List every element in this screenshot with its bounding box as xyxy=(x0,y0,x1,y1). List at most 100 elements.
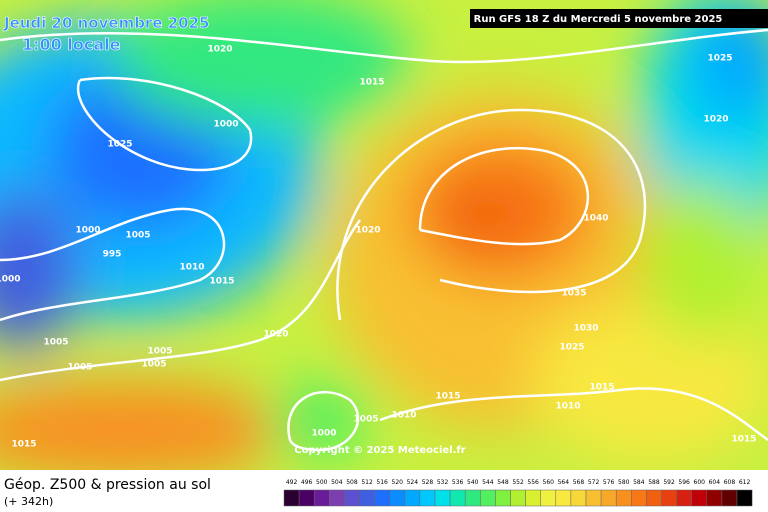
legend-label: 504 xyxy=(331,479,343,486)
isobar-label: 1030 xyxy=(573,324,598,334)
legend-swatch xyxy=(329,489,345,507)
legend-swatch xyxy=(495,489,511,507)
isobar xyxy=(0,207,226,322)
isobar xyxy=(379,387,768,442)
legend-swatch xyxy=(676,489,692,507)
legend-label: 528 xyxy=(422,479,434,486)
legend-swatch xyxy=(615,489,632,507)
legend-swatch xyxy=(404,489,421,507)
isobar-label: 1015 xyxy=(11,440,36,450)
legend-label: 512 xyxy=(361,479,373,486)
legend-label: 584 xyxy=(633,479,645,486)
legend-swatch xyxy=(555,489,572,507)
legend-label: 508 xyxy=(346,479,358,486)
isobar-labels: 1020101510001025102510201000100599510001… xyxy=(0,45,757,450)
legend-label: 552 xyxy=(512,479,524,486)
field-blobs xyxy=(0,0,768,480)
legend-swatch xyxy=(480,489,496,507)
legend-swatch xyxy=(525,489,541,507)
legend-label: 576 xyxy=(603,479,615,486)
legend-swatch xyxy=(313,489,330,507)
legend-swatch xyxy=(374,489,390,507)
legend-label: 612 xyxy=(739,479,751,486)
isobar-label: 1025 xyxy=(707,54,732,64)
legend-label: 516 xyxy=(376,479,388,486)
isobar-label: 1015 xyxy=(359,78,384,88)
forecast-time: 1:00 locale xyxy=(22,35,121,54)
isobar xyxy=(287,390,360,452)
isobar-label: 1025 xyxy=(107,140,132,150)
isobar-label: 1015 xyxy=(731,435,756,445)
isobar xyxy=(336,108,647,321)
forecast-lead: (+ 342h) xyxy=(4,495,53,508)
legend-label: 588 xyxy=(648,479,660,486)
legend-swatch xyxy=(419,489,436,507)
geopotential-field xyxy=(0,0,768,480)
legend-label: 568 xyxy=(573,479,585,486)
legend-label: 536 xyxy=(452,479,464,486)
isobar-label: 1010 xyxy=(555,402,580,412)
run-box xyxy=(470,9,768,28)
isobar-label: 1015 xyxy=(435,392,460,402)
copyright: Copyright © 2025 Meteociel.fr xyxy=(294,445,465,456)
isobar-label: 1005 xyxy=(125,231,150,241)
legend-swatch xyxy=(706,489,723,507)
legend-swatch xyxy=(646,489,662,507)
legend-label: 560 xyxy=(543,479,555,486)
legend-swatch xyxy=(283,489,300,507)
legend-swatch xyxy=(389,489,406,507)
legend-label: 600 xyxy=(694,479,706,486)
legend-label: 492 xyxy=(286,479,298,486)
isobar-label: 1010 xyxy=(391,411,416,421)
legend-label: 572 xyxy=(588,479,600,486)
legend-swatch xyxy=(359,489,375,507)
forecast-date: Jeudi 20 novembre 2025 xyxy=(3,14,209,32)
legend-swatch xyxy=(721,489,738,507)
legend-label: 500 xyxy=(316,479,328,486)
isobar-label: 1010 xyxy=(179,263,204,273)
legend-label: 604 xyxy=(709,479,721,486)
legend-swatch xyxy=(449,489,466,507)
legend-swatch xyxy=(585,489,602,507)
legend-label: 592 xyxy=(663,479,675,486)
legend-swatch xyxy=(570,489,587,507)
isobar xyxy=(0,219,362,382)
isobar-label: 1020 xyxy=(703,115,728,125)
legend-label: 532 xyxy=(437,479,449,486)
legend-swatch xyxy=(298,489,315,507)
isobar-label: 1025 xyxy=(559,343,584,353)
legend-swatch xyxy=(540,489,557,507)
isobar-label: 1000 xyxy=(311,429,336,439)
isobar-label: 995 xyxy=(103,250,122,260)
isobar-label: 1015 xyxy=(589,383,614,393)
isobar-label: 1020 xyxy=(355,226,380,236)
legend-label: 524 xyxy=(407,479,419,486)
legend-label: 596 xyxy=(678,479,690,486)
legend-swatch xyxy=(661,489,677,507)
isobar-label: 1035 xyxy=(561,289,586,299)
isobar-label: 1000 xyxy=(213,120,238,130)
legend-label: 580 xyxy=(618,479,630,486)
legend-swatch xyxy=(510,489,526,507)
legend-swatch xyxy=(434,489,451,507)
legend-swatch xyxy=(691,489,708,507)
legend-swatch xyxy=(344,489,360,507)
isobar-label: 1020 xyxy=(263,330,288,340)
isobar-label: 1040 xyxy=(583,214,608,224)
isobar-label: 1000 xyxy=(75,226,100,236)
isobar-label: 1005 xyxy=(67,363,92,373)
legend-swatch xyxy=(600,489,617,507)
isobar xyxy=(76,76,253,172)
isobar-label: 1020 xyxy=(207,45,232,55)
isobars xyxy=(0,28,768,452)
legend-label: 520 xyxy=(392,479,404,486)
isobar-label: 1005 xyxy=(43,338,68,348)
legend-swatch xyxy=(464,489,481,507)
legend-swatch xyxy=(631,489,647,507)
legend-label: 548 xyxy=(497,479,509,486)
legend-label: 608 xyxy=(724,479,736,486)
legend-label: 544 xyxy=(482,479,494,486)
legend-label: 556 xyxy=(527,479,539,486)
isobar xyxy=(0,28,768,64)
